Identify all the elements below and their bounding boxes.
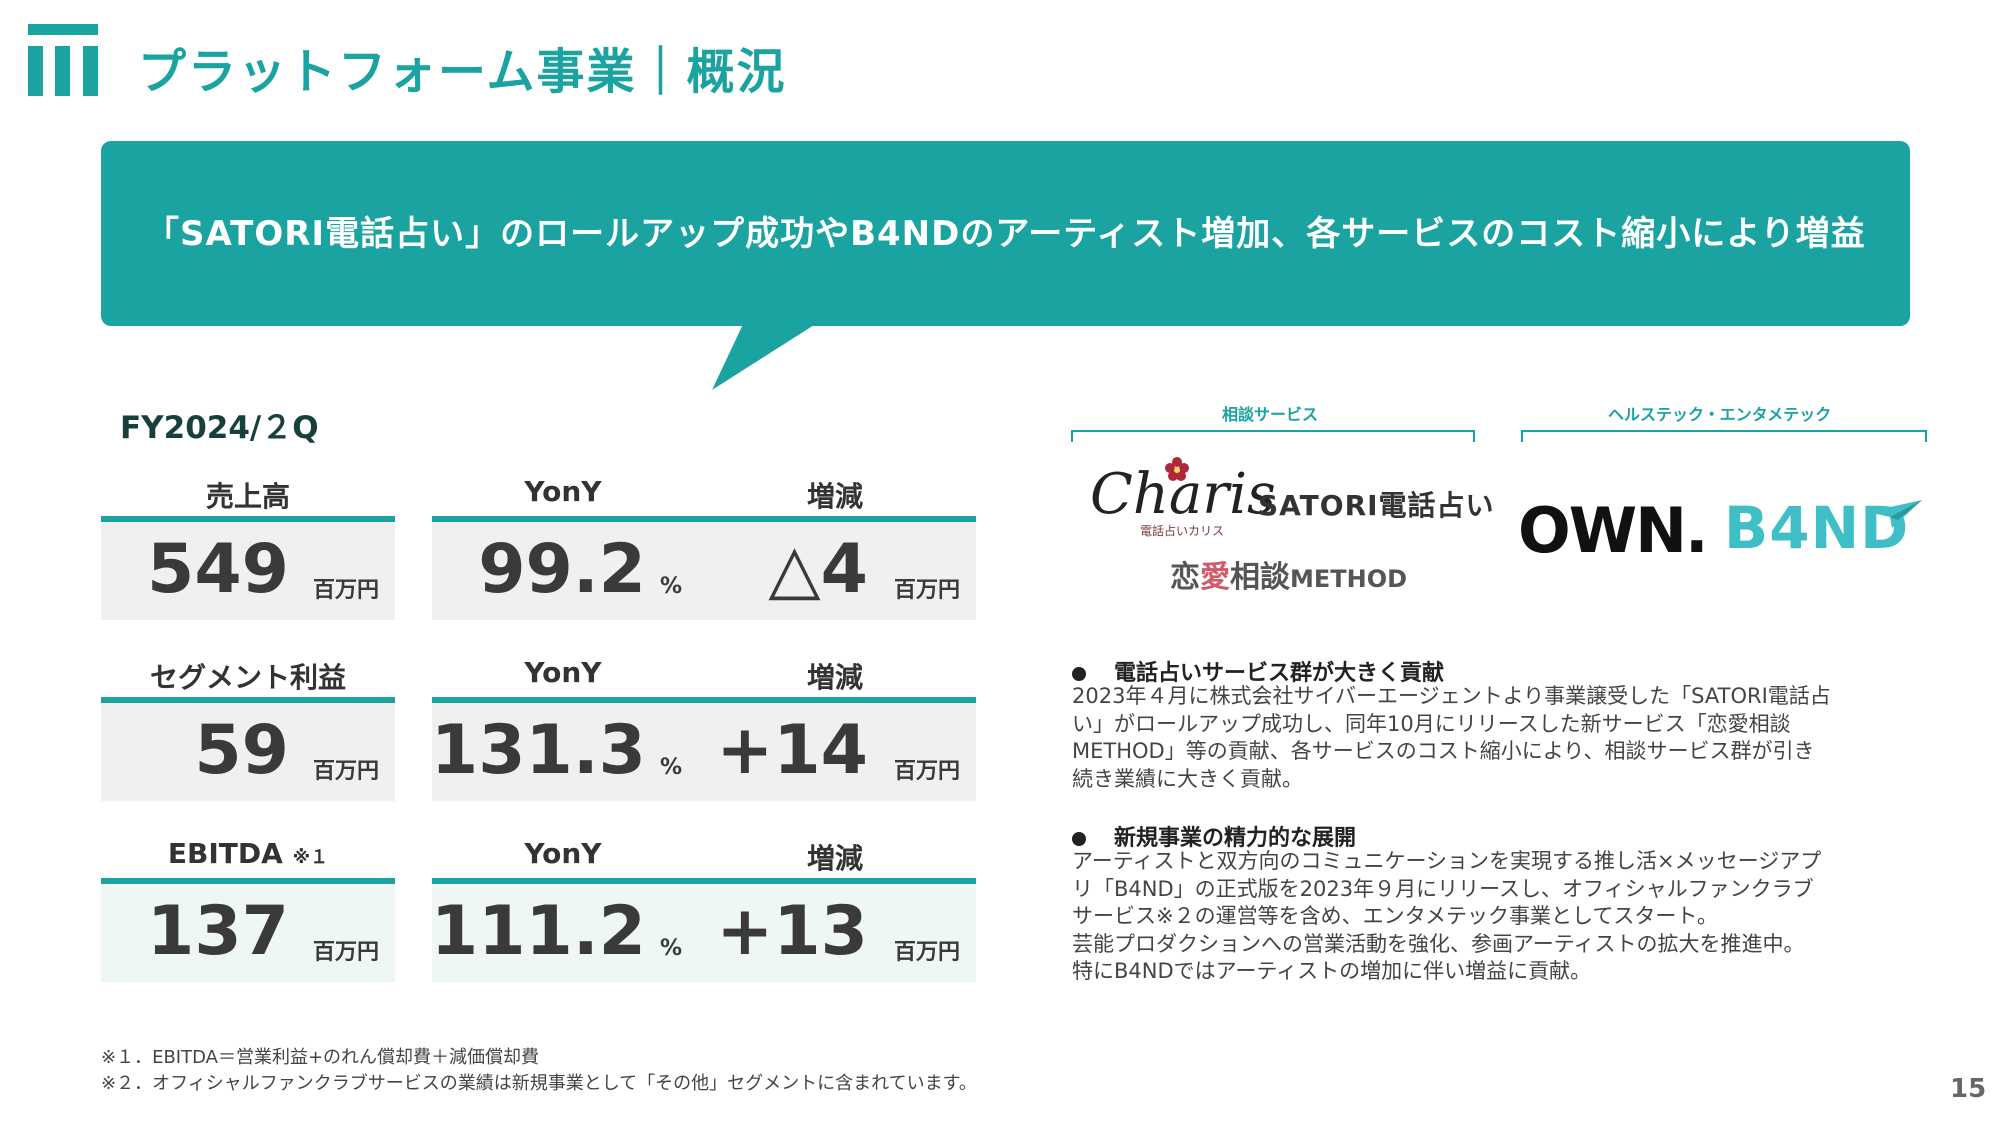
charis-sublabel: 電話占いカリス — [1140, 524, 1225, 538]
bullet-body-new-business: アーティストと双方向のコミュニケーションを実現する推し活×メッセージアプ リ「B… — [1072, 849, 1822, 983]
yony-unit: % — [660, 936, 683, 961]
category-bracket-consulting — [1071, 430, 1475, 442]
category-bracket-healthtech — [1521, 430, 1927, 442]
change-value: +13 — [716, 892, 868, 971]
kpi-card-ebitda-yony: 111.2 % +13 百万円 — [430, 878, 976, 982]
kpi-card-segment-profit-yony: 131.3 % +14 百万円 — [430, 697, 976, 801]
kpi-label-sales: 売上高 — [205, 480, 290, 513]
footnote-mark: ※１ — [292, 847, 329, 868]
yony-unit: % — [660, 755, 683, 780]
change-unit: 百万円 — [893, 759, 960, 784]
footnote-2: ※２．オフィシャルファンクラブサービスの業績は新規事業として「その他」セグメント… — [101, 1073, 977, 1094]
kpi-value: 59 — [194, 711, 289, 790]
yony-value: 131.3 — [430, 711, 646, 790]
category-label-consulting: 相談サービス — [1222, 405, 1319, 424]
change-value: +14 — [716, 711, 868, 790]
banner-tail-icon — [712, 320, 822, 390]
kpi-card-sales: 549 百万円 — [101, 516, 395, 620]
kpi-value: 137 — [147, 892, 289, 971]
kpi-unit: 百万円 — [312, 940, 379, 965]
kpi-unit: 百万円 — [312, 578, 379, 603]
category-label-healthtech: ヘルステック・エンタメテック — [1608, 405, 1832, 424]
bullet-heading-fortune: 電話占いサービス群が大きく貢献 — [1072, 655, 1444, 687]
kpi-label-segment-profit: セグメント利益 — [149, 661, 346, 694]
change-value: △4 — [768, 530, 868, 609]
bullet-dot-icon — [1072, 832, 1086, 846]
yony-value: 99.2 — [478, 530, 646, 609]
footnote-1: ※１．EBITDA＝営業利益+のれん償却費＋減価償却費 — [101, 1047, 540, 1068]
yony-unit: % — [660, 574, 683, 599]
kpi-label-ebitda: EBITDA ※１ — [167, 837, 329, 870]
change-unit: 百万円 — [893, 578, 960, 603]
paper-plane-icon — [1868, 500, 1922, 528]
company-logo-icon — [28, 24, 98, 96]
yony-label: YonY — [524, 656, 602, 689]
change-label: 増減 — [806, 842, 863, 875]
renai-method-logo: 恋愛相談METHOD — [1170, 560, 1408, 595]
kpi-value: 549 — [147, 530, 289, 609]
flower-icon — [1165, 457, 1189, 481]
change-label: 増減 — [806, 480, 863, 513]
bullet-dot-icon — [1072, 667, 1086, 681]
yony-label: YonY — [524, 475, 602, 508]
kpi-card-segment-profit: 59 百万円 — [101, 697, 395, 801]
b4nd-logo: B4ND — [1724, 494, 1910, 562]
page-number: 15 — [1950, 1074, 1987, 1104]
own-logo: OWN. — [1518, 494, 1709, 567]
satori-logo: SATORI電話占い — [1258, 489, 1495, 522]
change-unit: 百万円 — [893, 940, 960, 965]
page-title: プラットフォーム事業｜概況 — [138, 44, 787, 100]
kpi-card-ebitda: 137 百万円 — [101, 878, 395, 982]
banner-text: 「SATORI電話占い」のロールアップ成功やB4NDのアーティスト増加、各サービ… — [145, 214, 1866, 254]
summary-banner — [101, 141, 1910, 326]
yony-value: 111.2 — [430, 892, 646, 971]
period-label: FY2024/２Q — [120, 410, 319, 446]
kpi-card-sales-yony: 99.2 % △4 百万円 — [432, 516, 976, 620]
bullet-heading-new-business: 新規事業の精力的な展開 — [1072, 820, 1356, 852]
yony-label: YonY — [524, 837, 602, 870]
kpi-unit: 百万円 — [312, 759, 379, 784]
bullet-body-fortune: 2023年４月に株式会社サイバーエージェントより事業譲受した「SATORI電話占… — [1072, 684, 1831, 791]
change-label: 増減 — [806, 661, 863, 694]
